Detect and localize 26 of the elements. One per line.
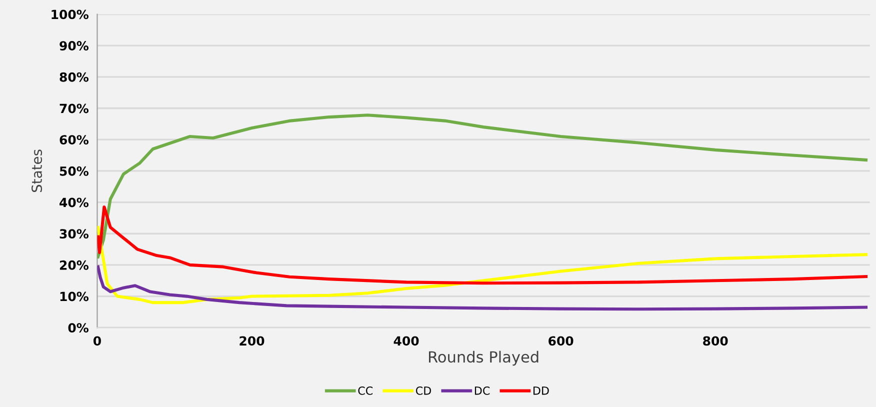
y-axis-title: States: [32, 150, 42, 192]
x-tick-label: 600: [548, 336, 574, 346]
line-series: [97, 226, 868, 304]
x-axis-title: Rounds Played: [428, 350, 538, 366]
y-tick-label: 40%: [60, 198, 89, 208]
x-tick-label: 0: [93, 336, 101, 346]
y-tick-label: 100%: [52, 10, 89, 20]
y-tick-label: 20%: [60, 260, 89, 270]
y-tick-label: 10%: [60, 292, 89, 302]
y-tick-label: 50%: [60, 166, 89, 176]
legend-label: DC: [474, 386, 490, 395]
legend-label: DD: [533, 386, 549, 395]
y-tick-label: 70%: [60, 104, 89, 114]
y-tick-label: 80%: [60, 72, 89, 82]
line-series: [97, 265, 868, 311]
legend-label: CD: [416, 386, 431, 395]
y-tick-label: 30%: [60, 229, 89, 239]
x-tick-label: 800: [703, 336, 728, 346]
y-tick-label: 90%: [60, 41, 89, 51]
line-series: [97, 114, 868, 258]
line-series: [97, 205, 868, 285]
y-tick-label: 60%: [60, 135, 89, 145]
y-tick-label: 0%: [68, 323, 89, 333]
x-tick-label: 200: [240, 336, 264, 346]
x-tick-label: 400: [394, 336, 419, 346]
legend-label: CC: [358, 386, 373, 395]
